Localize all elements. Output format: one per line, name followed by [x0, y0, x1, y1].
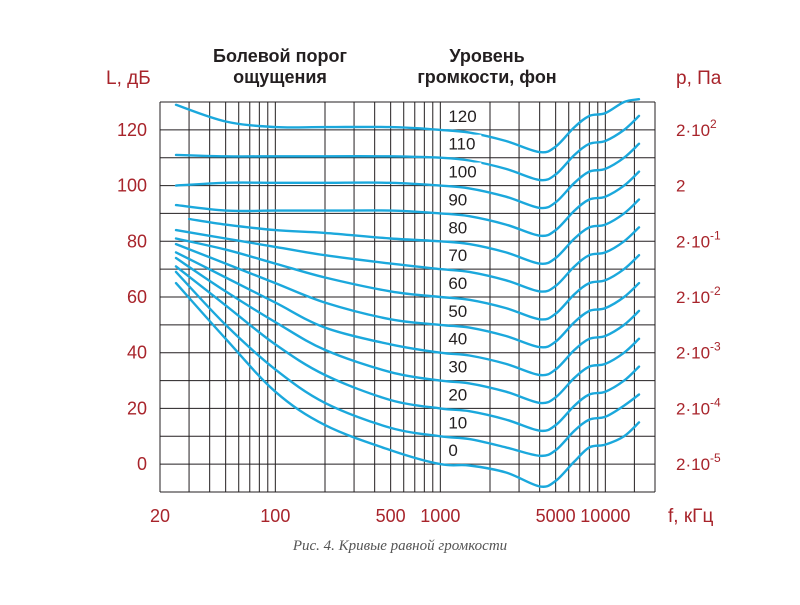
curve-0-phon: [174, 281, 641, 488]
series-label-bg-120: [445, 106, 482, 125]
y-tick-left-100: 100: [117, 176, 147, 196]
series-label-40: 40: [448, 330, 467, 349]
header-loudness-level: Уровень громкости, фон: [392, 46, 582, 88]
y-tick-right-exponent: -3: [710, 340, 721, 354]
y-tick-right-exponent: -4: [710, 395, 721, 409]
y-tick-right-20: 2·10-4: [676, 395, 721, 418]
curve-10-phon: [174, 270, 641, 458]
curve-40-phon: [174, 251, 641, 377]
series-label-30: 30: [448, 358, 467, 377]
curve-60-phon: [174, 237, 641, 321]
series-label-bg-30: [445, 357, 472, 376]
y-tick-left-120: 120: [117, 120, 147, 140]
x-axis-title: f, кГц: [668, 506, 714, 527]
x-axis-ticks: 20 100 500 1000 5000 10000: [150, 506, 630, 526]
y-tick-right-0: 2·10-5: [676, 451, 721, 474]
series-label-110: 110: [448, 135, 475, 154]
header-loudness-level-line1: Уровень: [449, 46, 525, 66]
series-label-90: 90: [448, 190, 467, 209]
series-label-bg-70: [445, 246, 472, 265]
y-tick-left-20: 20: [127, 398, 147, 418]
header-pain-threshold-line1: Болевой порог: [213, 46, 347, 66]
y-axis-left-ticks: 120 100 80 60 40 20 0: [117, 120, 147, 474]
x-tick-500: 500: [376, 506, 406, 526]
y-tick-right-exponent: -5: [710, 451, 721, 465]
series-label-120: 120: [448, 107, 476, 126]
x-tick-5000: 5000: [536, 506, 576, 526]
series-label-bg-60: [445, 274, 472, 292]
y-tick-right-60: 2·10-2: [676, 284, 721, 307]
series-label-100: 100: [448, 163, 476, 182]
series-label-bg-20: [445, 385, 472, 404]
curve-20-phon: [174, 265, 641, 433]
curve-110-phon: [174, 114, 641, 182]
y-tick-right-base: 2: [676, 177, 685, 196]
y-tick-right-base: 2·10: [676, 344, 710, 363]
y-tick-right-40: 2·10-3: [676, 340, 721, 363]
series-label-60: 60: [448, 274, 467, 293]
series-label-bg-100: [445, 162, 482, 181]
series-label-bg-80: [445, 218, 472, 237]
series-label-bg-10: [445, 413, 472, 432]
y-tick-right-100: 2: [676, 177, 685, 196]
y-tick-right-base: 2·10: [676, 455, 710, 474]
series-label-20: 20: [448, 385, 467, 404]
y-tick-left-40: 40: [127, 343, 147, 363]
y-tick-left-0: 0: [137, 454, 147, 474]
y-axis-right-title: p, Па: [676, 68, 722, 89]
loudness-curves: [174, 98, 641, 488]
y-tick-right-exponent: -1: [710, 228, 721, 242]
y-tick-right-exponent: -2: [710, 284, 721, 298]
y-tick-right-120: 2·102: [676, 117, 717, 140]
series-label-bg-90: [445, 190, 472, 209]
y-tick-left-60: 60: [127, 287, 147, 307]
curve-80-phon: [187, 198, 641, 265]
header-pain-threshold-line2: ощущения: [233, 67, 327, 87]
curve-50-phon: [174, 242, 641, 349]
curve-70-phon: [174, 226, 641, 293]
x-tick-1000: 1000: [420, 506, 460, 526]
curve-100-phon: [174, 142, 641, 210]
series-label-bg-40: [445, 329, 472, 348]
y-tick-left-80: 80: [127, 231, 147, 251]
y-tick-right-exponent: 2: [710, 117, 717, 131]
curve-90-phon: [174, 170, 641, 238]
y-tick-right-base: 2·10: [676, 399, 710, 418]
figure-caption: Рис. 4. Кривые равной громкости: [292, 538, 508, 554]
y-tick-right-80: 2·10-1: [676, 228, 721, 251]
series-labels: 0 10 20 30 40 50 60 70 80 90 100 110 120: [445, 106, 482, 460]
y-tick-right-base: 2·10: [676, 121, 710, 140]
series-label-50: 50: [448, 302, 467, 321]
y-tick-right-base: 2·10: [676, 232, 710, 251]
x-tick-20: 20: [150, 506, 170, 526]
x-tick-10000: 10000: [580, 506, 630, 526]
series-label-bg-0: [445, 441, 462, 460]
x-tick-100: 100: [260, 506, 290, 526]
series-label-bg-110: [445, 134, 482, 153]
header-loudness-level-line2: громкости, фон: [417, 67, 557, 87]
series-label-80: 80: [448, 218, 467, 237]
header-pain-threshold: Болевой порог ощущения: [180, 46, 380, 88]
y-tick-right-base: 2·10: [676, 288, 710, 307]
curve-120-phon: [174, 98, 641, 154]
series-label-0: 0: [448, 441, 457, 460]
series-label-bg-50: [445, 301, 472, 320]
series-label-10: 10: [448, 413, 467, 432]
y-axis-left-title: L, дБ: [106, 68, 151, 89]
series-label-70: 70: [448, 246, 467, 265]
curve-30-phon: [174, 256, 641, 405]
